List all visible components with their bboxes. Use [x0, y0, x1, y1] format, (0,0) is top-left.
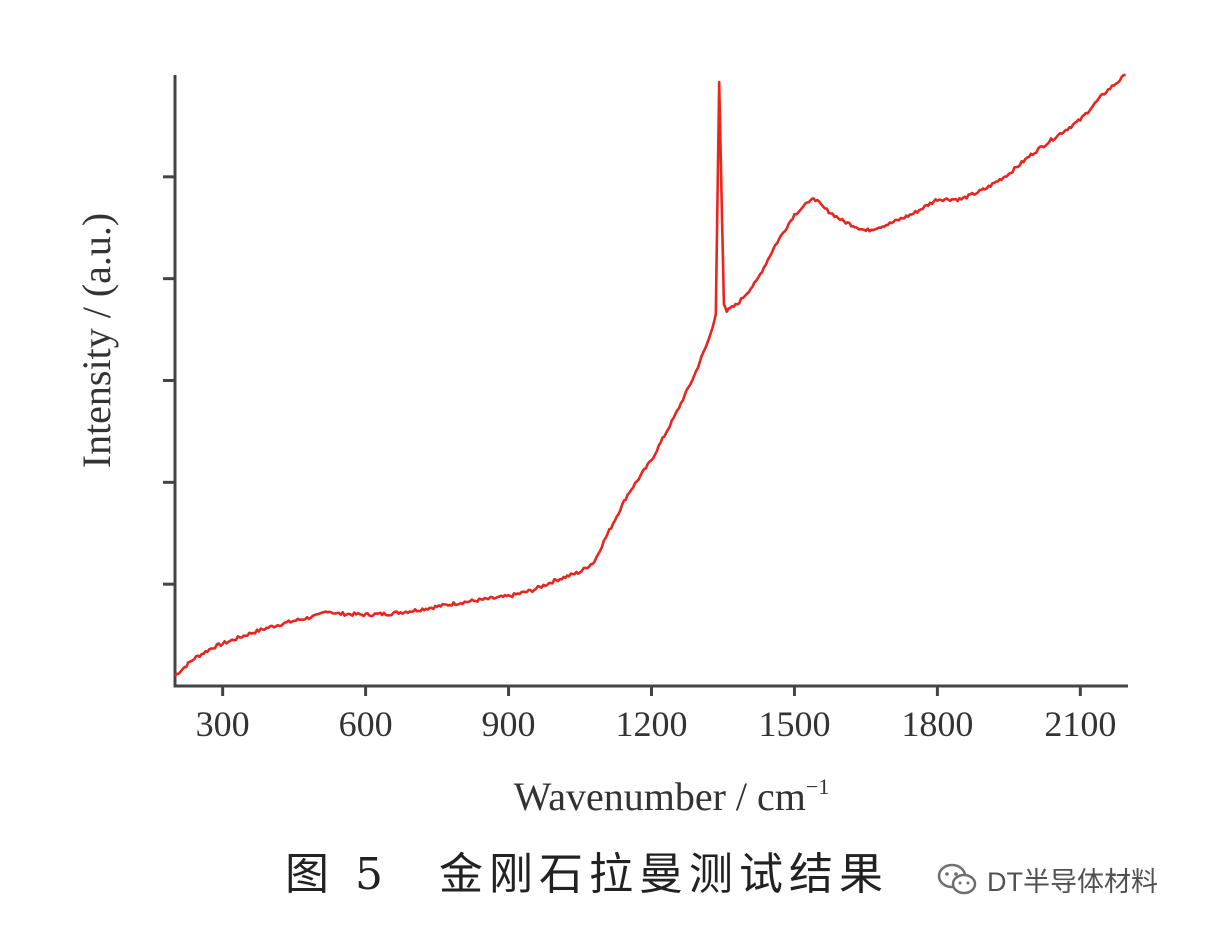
- chart-series: [174, 73, 1126, 677]
- raman-spectrum-line: [174, 73, 1126, 677]
- x-tick-label: 300: [196, 704, 250, 744]
- watermark: DT半导体材料: [935, 860, 1158, 899]
- x-tick-label: 1500: [758, 704, 830, 744]
- x-tick-label: 1200: [616, 704, 688, 744]
- x-tick-label: 2100: [1044, 704, 1116, 744]
- x-tick-label: 600: [339, 704, 393, 744]
- figure-caption: 图 5 金刚石拉曼测试结果: [285, 849, 889, 900]
- chart-axes: [173, 75, 1128, 688]
- chart-ticks: 300 600 900 1200 1500 1800 2100: [163, 175, 1116, 744]
- y-axis-title: Intensity / (a.u.): [74, 213, 119, 469]
- x-axis-title: Wavenumber / cm−1: [514, 774, 830, 819]
- wechat-icon: [937, 863, 977, 894]
- x-tick-label: 1800: [901, 704, 973, 744]
- watermark-text: DT半导体材料: [987, 867, 1158, 897]
- x-tick-label: 900: [482, 704, 536, 744]
